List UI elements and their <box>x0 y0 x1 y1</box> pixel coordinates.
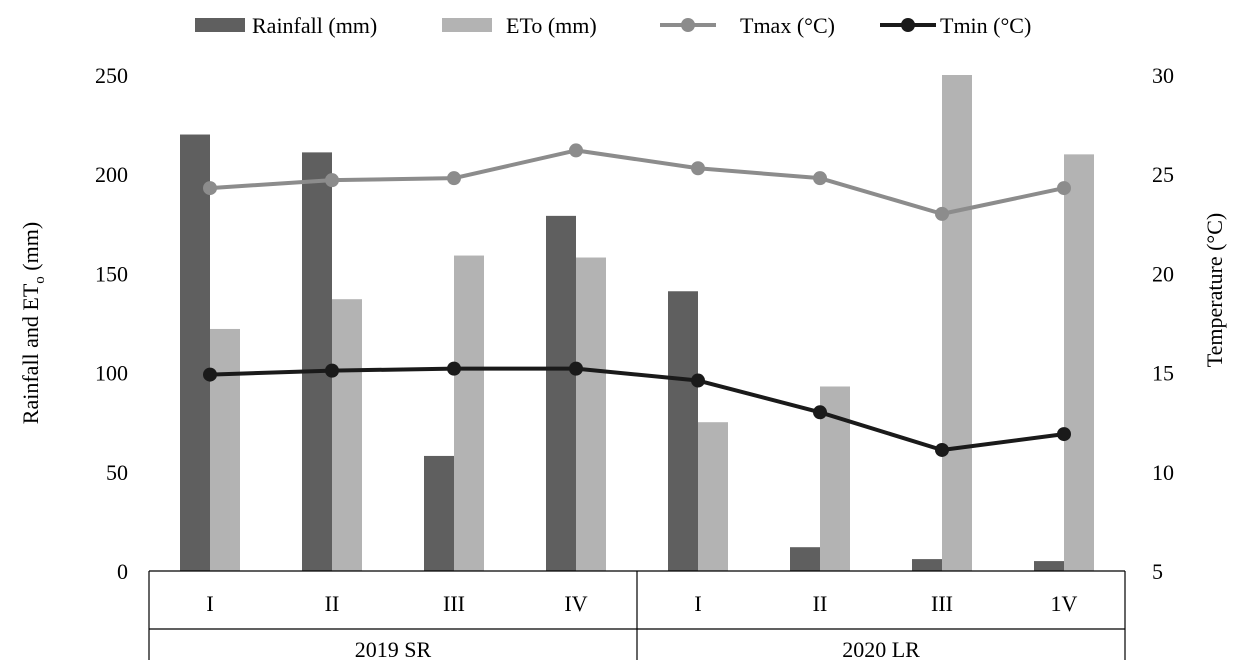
bar-eto-8 <box>1064 154 1094 572</box>
point-tmin-1 <box>203 367 217 382</box>
bar-eto-3 <box>454 255 484 571</box>
point-tmin-8 <box>1057 427 1071 442</box>
bar-rainfall-6 <box>790 547 820 571</box>
legend-label: Tmax (°C) <box>740 13 835 38</box>
x-tick-label: III <box>443 591 465 616</box>
point-tmax-1 <box>203 181 217 196</box>
x-tick-label: II <box>813 591 828 616</box>
group-label: 2020 LR <box>842 637 920 660</box>
legend-marker-tmin <box>901 18 915 32</box>
y-right-tick-label: 30 <box>1152 63 1174 88</box>
y-left-tick-label: 0 <box>117 559 128 584</box>
group-label: 2019 SR <box>355 637 432 660</box>
point-tmax-5 <box>691 161 705 176</box>
point-tmin-3 <box>447 361 461 376</box>
legend-swatch-rainfall <box>195 18 245 32</box>
bar-rainfall-5 <box>668 291 698 571</box>
y-left-tick-label: 100 <box>95 361 128 386</box>
y-left-tick-label: 50 <box>106 460 128 485</box>
line-tmax <box>209 148 1065 216</box>
point-tmin-6 <box>813 405 827 420</box>
bar-rainfall-2 <box>302 152 332 571</box>
bar-eto-2 <box>332 299 362 571</box>
point-tmax-6 <box>813 171 827 186</box>
legend-swatch-eto <box>442 18 492 32</box>
y-right-tick-label: 10 <box>1152 460 1174 485</box>
legend-marker-tmax <box>681 18 695 32</box>
y-left-axis-title: Rainfall and ETo (mm) <box>18 222 48 424</box>
point-tmin-7 <box>935 442 949 457</box>
x-tick-label: I <box>206 591 213 616</box>
bar-eto-7 <box>942 75 972 571</box>
y-right-axis-title: Temperature (°C) <box>1202 213 1227 367</box>
point-tmax-2 <box>325 173 339 188</box>
x-tick-label: IV <box>564 591 587 616</box>
bar-rainfall-1 <box>180 134 210 571</box>
legend-label: Tmin (°C) <box>940 13 1031 38</box>
y-right-tick-label: 5 <box>1152 559 1163 584</box>
y-left-tick-label: 250 <box>95 63 128 88</box>
point-tmin-4 <box>569 361 583 376</box>
x-tick-label: III <box>931 591 953 616</box>
y-right-tick-label: 25 <box>1152 162 1174 187</box>
legend-label: Rainfall (mm) <box>252 13 377 38</box>
x-tick-label: I <box>694 591 701 616</box>
bar-rainfall-7 <box>912 559 942 571</box>
x-tick-label: II <box>325 591 340 616</box>
bar-rainfall-3 <box>424 455 454 571</box>
bar-rainfall-4 <box>546 215 576 571</box>
bar-rainfall-8 <box>1034 561 1064 571</box>
bar-eto-5 <box>698 422 728 571</box>
legend-label: ETo (mm) <box>506 13 597 38</box>
point-tmax-4 <box>569 143 583 158</box>
line-tmin <box>209 366 1065 452</box>
point-tmin-5 <box>691 373 705 388</box>
x-tick-label: 1V <box>1051 591 1078 616</box>
point-tmin-2 <box>325 363 339 378</box>
point-tmax-8 <box>1057 181 1071 196</box>
y-right-tick-label: 20 <box>1152 261 1174 286</box>
y-left-tick-label: 200 <box>95 162 128 187</box>
y-right-tick-label: 15 <box>1152 361 1174 386</box>
bar-eto-1 <box>210 328 240 571</box>
point-tmax-3 <box>447 171 461 186</box>
bar-eto-4 <box>576 257 606 571</box>
y-left-tick-label: 150 <box>95 261 128 286</box>
point-tmax-7 <box>935 206 949 221</box>
